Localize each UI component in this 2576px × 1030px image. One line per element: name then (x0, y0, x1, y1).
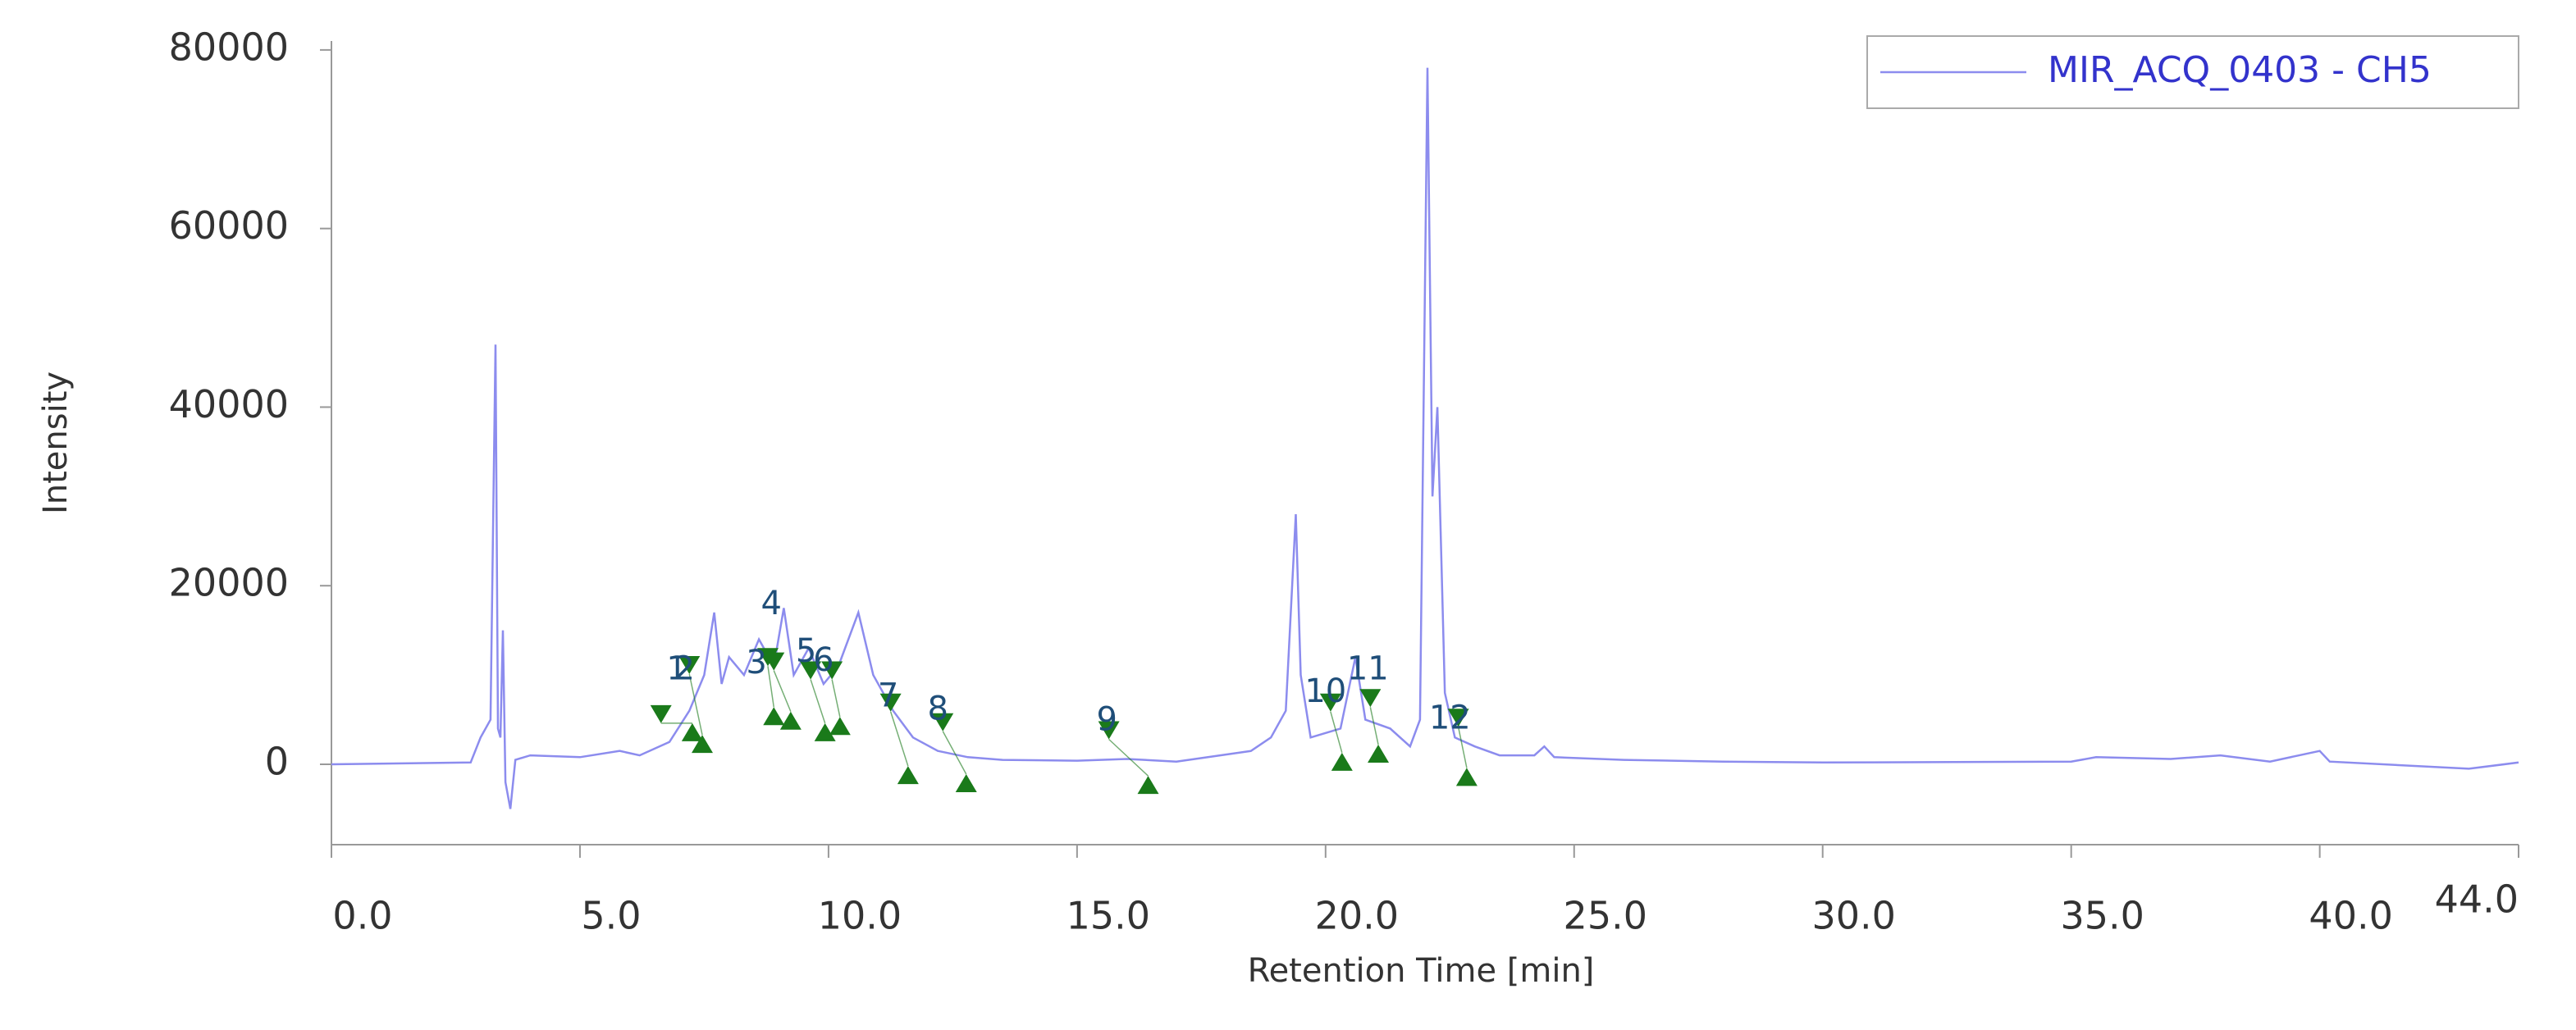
peak-start-marker (1098, 721, 1120, 740)
peak-start-marker (1319, 693, 1341, 712)
peak-start-marker (1359, 689, 1382, 708)
peak-baseline (1330, 711, 1343, 754)
peak-label: 5 (796, 632, 816, 670)
peak-start-marker (800, 661, 822, 680)
peak-end-marker (1331, 752, 1353, 771)
peak-label: 7 (878, 677, 898, 714)
peak-baseline (688, 673, 703, 736)
x-tick-label: 0.0 (332, 894, 392, 938)
trace-line (331, 67, 2519, 809)
peak-label: 11 (1347, 650, 1389, 688)
peak-start-marker (650, 704, 672, 723)
peak-start-marker (879, 693, 902, 712)
peak-baseline (889, 711, 909, 767)
x-tick-label: 20.0 (1315, 894, 1399, 938)
peak-baseline (1369, 707, 1379, 745)
peak-end-marker (1455, 768, 1478, 786)
x-tick-label: 44.0 (2435, 877, 2519, 922)
peak-end-marker (1137, 776, 1159, 795)
peak-end-marker (1368, 745, 1390, 763)
peak-end-marker (779, 711, 802, 730)
peak-start-marker (763, 652, 785, 671)
peak-label: 3 (746, 644, 766, 681)
y-tick-label: 0 (265, 740, 289, 784)
peak-end-marker (829, 717, 851, 736)
peak-end-marker (897, 766, 919, 785)
peak-baseline (831, 679, 841, 718)
peak-start-marker (821, 661, 843, 680)
peak-end-marker (955, 773, 977, 792)
peak-label: 4 (761, 585, 782, 622)
peak-end-marker (763, 707, 785, 726)
y-axis-title: Intensity (37, 371, 75, 514)
x-tick-label: 30.0 (1812, 894, 1896, 938)
peak-label: 12 (1429, 700, 1471, 737)
x-tick-label: 40.0 (2309, 894, 2392, 938)
peak-baseline (1108, 738, 1149, 777)
x-tick-label: 15.0 (1066, 894, 1150, 938)
peak-start-marker (932, 713, 954, 731)
y-tick-label: 80000 (169, 25, 289, 69)
peak-baseline (767, 666, 775, 708)
x-tick-label: 25.0 (1564, 894, 1647, 938)
peak-start-marker (1447, 709, 1469, 727)
peak-label: 9 (1096, 701, 1117, 739)
y-tick-label: 40000 (169, 382, 289, 426)
peak-baseline (773, 670, 792, 713)
peak-baseline (810, 679, 826, 724)
x-tick-label: 35.0 (2060, 894, 2144, 938)
x-tick-label: 5.0 (581, 894, 641, 938)
peak-label: 2 (674, 650, 694, 688)
legend-label: MIR_ACQ_0403 - CH5 (2048, 49, 2432, 91)
peak-label: 8 (927, 690, 948, 728)
peak-label: 10 (1304, 672, 1346, 710)
peak-end-marker (692, 735, 714, 754)
y-tick-label: 60000 (169, 203, 289, 248)
x-tick-label: 10.0 (818, 894, 902, 938)
peak-label: 6 (813, 641, 834, 679)
legend-box (1866, 35, 2519, 109)
y-tick-label: 20000 (169, 561, 289, 605)
x-axis-title: Retention Time [min] (1248, 952, 1595, 990)
peak-end-marker (681, 722, 703, 741)
peak-baseline (1457, 727, 1468, 768)
peak-baseline (942, 731, 967, 775)
peak-start-marker (678, 656, 701, 675)
peak-end-marker (814, 722, 836, 741)
